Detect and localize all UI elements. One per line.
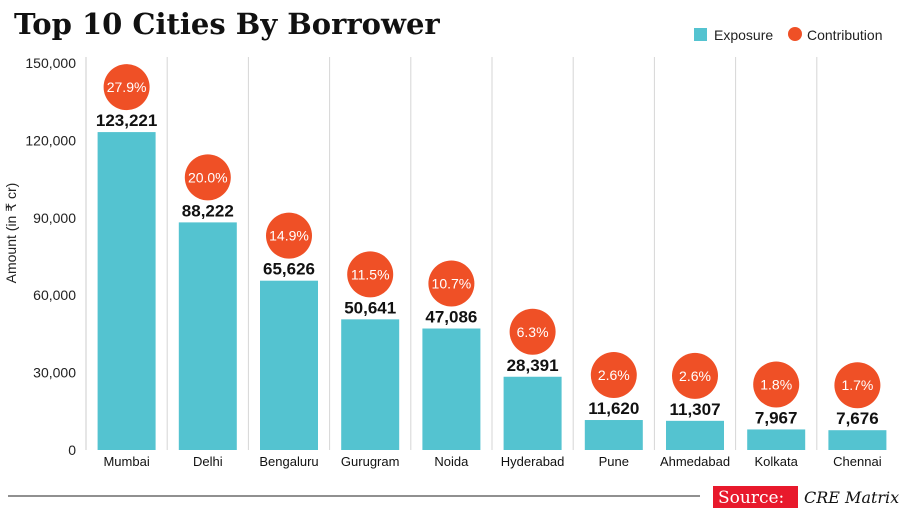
contribution-marker bbox=[184, 154, 231, 201]
exposure-bar bbox=[260, 280, 318, 450]
legend-exposure-label: Exposure bbox=[714, 27, 773, 43]
exposure-value-label: 28,391 bbox=[507, 356, 559, 375]
source-value: CRE Matrix bbox=[804, 488, 899, 507]
contribution-marker bbox=[590, 352, 637, 399]
x-tick-label: Ahmedabad bbox=[660, 454, 730, 469]
contribution-label: 10.7% bbox=[432, 276, 472, 292]
x-tick-label: Delhi bbox=[193, 454, 223, 469]
contribution-label: 2.6% bbox=[598, 367, 630, 383]
contribution-marker bbox=[834, 362, 881, 409]
contribution-label: 2.6% bbox=[679, 368, 711, 384]
exposure-bar bbox=[666, 420, 724, 450]
exposure-value-label: 11,307 bbox=[669, 400, 720, 419]
contribution-label: 1.8% bbox=[760, 376, 792, 392]
contribution-label: 27.9% bbox=[107, 79, 147, 95]
y-tick-label: 150,000 bbox=[25, 55, 76, 71]
grid bbox=[166, 57, 818, 450]
source-label: Source: bbox=[718, 488, 784, 508]
exposure-bar bbox=[747, 429, 806, 450]
exposure-bar bbox=[828, 430, 887, 450]
contribution-label: 6.3% bbox=[517, 324, 549, 340]
y-tick-label: 30,000 bbox=[33, 365, 76, 381]
x-tick-label: Hyderabad bbox=[501, 454, 565, 469]
chart-title: Top 10 Cities By Borrower bbox=[14, 7, 440, 41]
exposure-bar bbox=[503, 376, 562, 450]
exposure-bar bbox=[422, 328, 481, 450]
exposure-value-label: 7,967 bbox=[755, 408, 798, 427]
source-label-box bbox=[713, 486, 798, 508]
contribution-marker bbox=[428, 260, 475, 307]
exposure-bar bbox=[178, 222, 237, 450]
exposure-value-label: 123,221 bbox=[96, 111, 157, 130]
contribution-marker bbox=[753, 361, 800, 408]
contribution-marker bbox=[103, 64, 150, 111]
exposure-value-label: 88,222 bbox=[182, 201, 234, 220]
legend-contribution-swatch bbox=[788, 27, 802, 41]
exposure-value-label: 47,086 bbox=[425, 308, 477, 327]
exposure-value-label: 7,676 bbox=[836, 409, 879, 428]
exposure-bar bbox=[341, 319, 400, 450]
exposure-value-label: 11,620 bbox=[588, 399, 639, 418]
exposure-value-label: 65,626 bbox=[263, 260, 315, 279]
footer: Source: CRE Matrix bbox=[8, 486, 899, 508]
contribution-label: 14.9% bbox=[269, 228, 309, 244]
y-axis: 0 30,000 60,000 90,000 120,000 150,000 bbox=[25, 55, 76, 458]
x-tick-label: Pune bbox=[599, 454, 629, 469]
legend-exposure-swatch bbox=[694, 28, 707, 41]
contribution-label: 11.5% bbox=[351, 266, 390, 282]
contribution-marker bbox=[509, 308, 556, 355]
x-tick-label: Gurugram bbox=[341, 454, 400, 469]
legend: Exposure Contribution bbox=[694, 27, 883, 43]
exposure-bar bbox=[97, 132, 156, 450]
x-tick-label: Kolkata bbox=[755, 454, 799, 469]
x-tick-label: Noida bbox=[434, 454, 469, 469]
bars: 123,221 27.9% Mumbai 88,222 20.0% Delhi 65,626… bbox=[96, 64, 887, 469]
x-tick-label: Mumbai bbox=[103, 454, 149, 469]
exposure-bar bbox=[584, 420, 643, 450]
y-tick-label: 60,000 bbox=[33, 287, 76, 303]
x-tick-label: Bengaluru bbox=[259, 454, 318, 469]
contribution-marker bbox=[347, 251, 394, 298]
contribution-marker bbox=[266, 212, 312, 259]
y-axis-label: Amount (in ₹ cr) bbox=[3, 183, 19, 284]
legend-contribution-label: Contribution bbox=[807, 27, 883, 43]
contribution-label: 20.0% bbox=[188, 169, 228, 185]
contribution-marker bbox=[672, 352, 718, 399]
x-tick-label: Chennai bbox=[833, 454, 882, 469]
contribution-label: 1.7% bbox=[841, 377, 873, 393]
y-tick-label: 0 bbox=[68, 442, 76, 458]
y-tick-label: 120,000 bbox=[25, 132, 76, 148]
exposure-value-label: 50,641 bbox=[344, 298, 396, 317]
y-tick-label: 90,000 bbox=[33, 210, 76, 226]
